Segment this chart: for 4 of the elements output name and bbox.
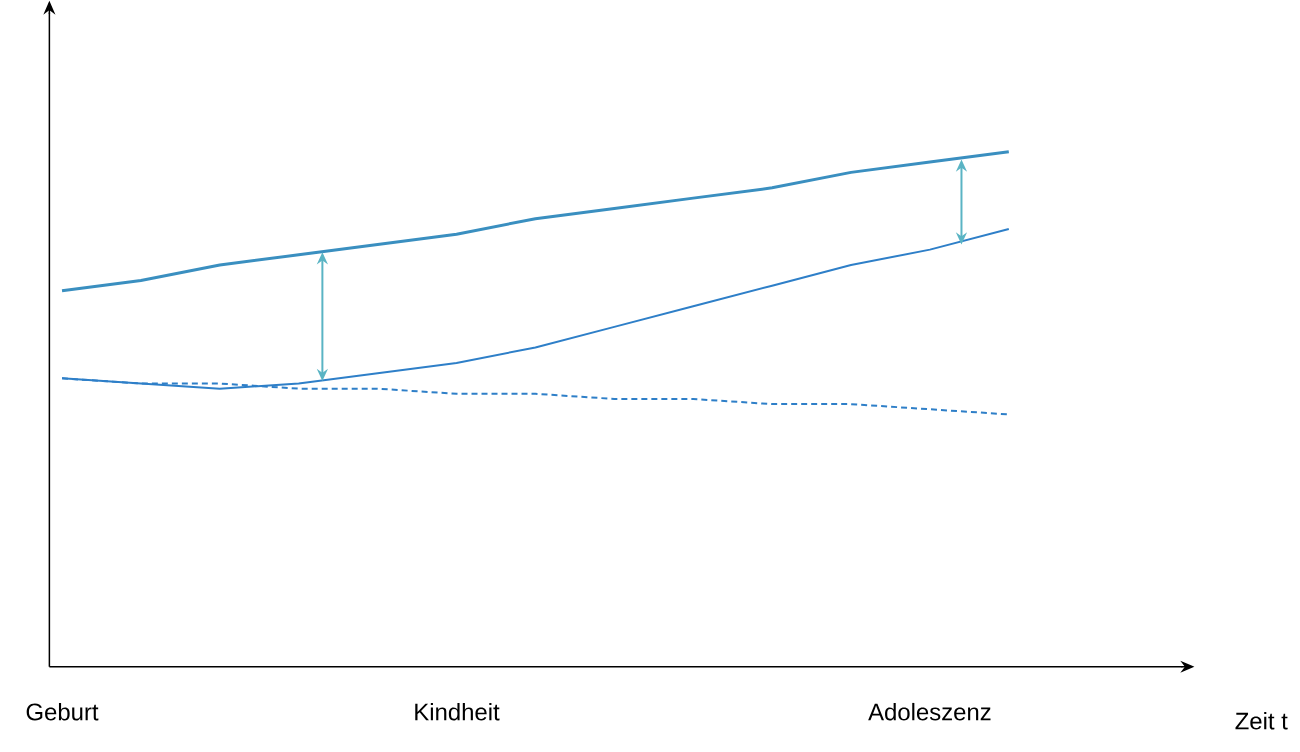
text: Zeit t bbox=[1235, 712, 1288, 730]
x-tick-label: Geburt bbox=[26, 703, 99, 721]
x-tick-label: Adoleszenz bbox=[868, 703, 991, 721]
x-tick-label: Kindheit bbox=[415, 703, 500, 721]
